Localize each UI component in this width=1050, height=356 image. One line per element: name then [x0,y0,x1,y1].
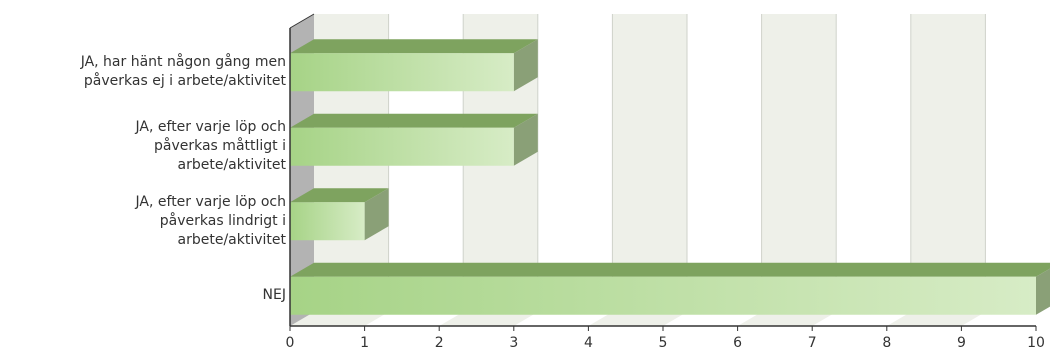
x-tick-label: 7 [808,335,817,351]
grid-band [612,14,687,312]
category-label-line: JA, efter varje löp och [135,193,286,210]
floor-band [290,312,389,326]
category-label: JA, har hänt någon gång men påverkas ej i… [81,53,286,91]
x-tick-label: 0 [286,335,295,351]
bar-top [290,113,538,128]
category-label: NEJ [263,286,286,305]
bar-side [364,188,389,241]
wall-top-edge [289,13,315,29]
category-label-line: NEJ [262,287,286,304]
category-label-line: arbete/aktivitet [177,231,287,248]
x-tick-label: 9 [957,335,966,351]
bar [290,262,1050,315]
x-tick-label: 4 [584,335,593,351]
grid-band [910,14,986,312]
x-tick-label: 10 [1027,335,1045,351]
category-label-line: påverkas lindrigt i [159,212,286,229]
bar [290,39,538,92]
floor-band [588,312,687,326]
category-label-line: JA, efter varje löp och [135,119,286,136]
category-label-line: arbete/aktivitet [177,157,287,174]
floor-band [439,312,538,326]
left-wall [290,14,314,326]
bar-top [290,262,1050,277]
bar [290,188,389,241]
x-tick-label: 6 [733,335,742,351]
bar-front [290,127,514,166]
bar-side [1036,268,1050,315]
x-tick-label: 8 [882,335,891,351]
bar-top [290,39,538,54]
x-tick-label: 5 [659,335,668,351]
category-label-line: JA, har hänt någon gång men [80,54,286,71]
bar-side [513,39,538,92]
floor-band [886,312,986,326]
bar-front [290,53,514,92]
category-label: JA, efter varje löp och påverkas lindrigt… [136,193,286,250]
x-tick-label: 2 [435,335,444,351]
bar [290,113,538,166]
category-label-line: påverkas ej i arbete/aktivitet [83,73,286,90]
bar-side [513,113,538,166]
bar-front [290,202,365,241]
x-tick-label: 3 [509,335,518,351]
bar-top [290,188,389,203]
bar-front [290,276,1036,315]
category-label-line: påverkas måttligt i [154,138,286,155]
floor-band [737,312,837,326]
x-tick-label: 1 [360,335,369,351]
category-label: JA, efter varje löp och påverkas måttligt… [136,118,286,175]
grid-band [761,14,837,312]
